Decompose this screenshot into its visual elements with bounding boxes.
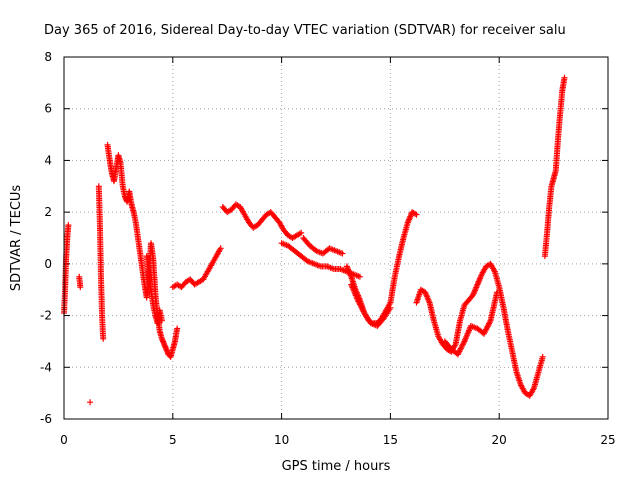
data-point <box>65 222 72 229</box>
x-tick-label: 20 <box>492 433 507 447</box>
data-point <box>298 229 305 236</box>
data-point <box>494 289 500 296</box>
data-point <box>413 211 420 218</box>
y-tick-label: -4 <box>40 360 52 374</box>
y-tick-label: -6 <box>40 412 52 426</box>
grid-lines <box>64 57 608 419</box>
x-axis-title: GPS time / hours <box>282 459 391 474</box>
y-tick-label: 6 <box>44 102 52 116</box>
data-point <box>539 353 546 360</box>
x-tick-label: 0 <box>60 433 68 447</box>
data-point <box>174 325 181 332</box>
x-tick-label: 25 <box>600 433 615 447</box>
plot-frame <box>63 56 609 420</box>
data-point <box>77 284 84 291</box>
data-point <box>87 399 94 406</box>
tick-labels: 0 5 10 15 20 25 -6 -4 -2 0 2 4 6 8 <box>40 50 616 447</box>
y-tick-label: 4 <box>44 153 52 167</box>
y-axis-title: SDTVAR / TECUs <box>9 185 24 292</box>
data-point <box>561 74 568 81</box>
y-tick-label: -2 <box>40 309 52 323</box>
y-tick-label: 8 <box>44 50 52 64</box>
data-points <box>61 74 568 406</box>
data-point <box>158 317 165 324</box>
x-tick-label: 5 <box>169 433 177 447</box>
data-point <box>100 335 107 342</box>
data-point <box>387 304 394 311</box>
data-point <box>356 273 363 280</box>
data-point <box>339 250 346 257</box>
chart-title: Day 365 of 2016, Sidereal Day-to-day VTE… <box>44 23 566 38</box>
data-point <box>217 245 224 252</box>
y-tick-label: 2 <box>44 205 52 219</box>
axis-ticks <box>63 56 609 420</box>
x-tick-label: 10 <box>274 433 289 447</box>
y-tick-label: 0 <box>44 257 52 271</box>
x-tick-label: 15 <box>383 433 398 447</box>
